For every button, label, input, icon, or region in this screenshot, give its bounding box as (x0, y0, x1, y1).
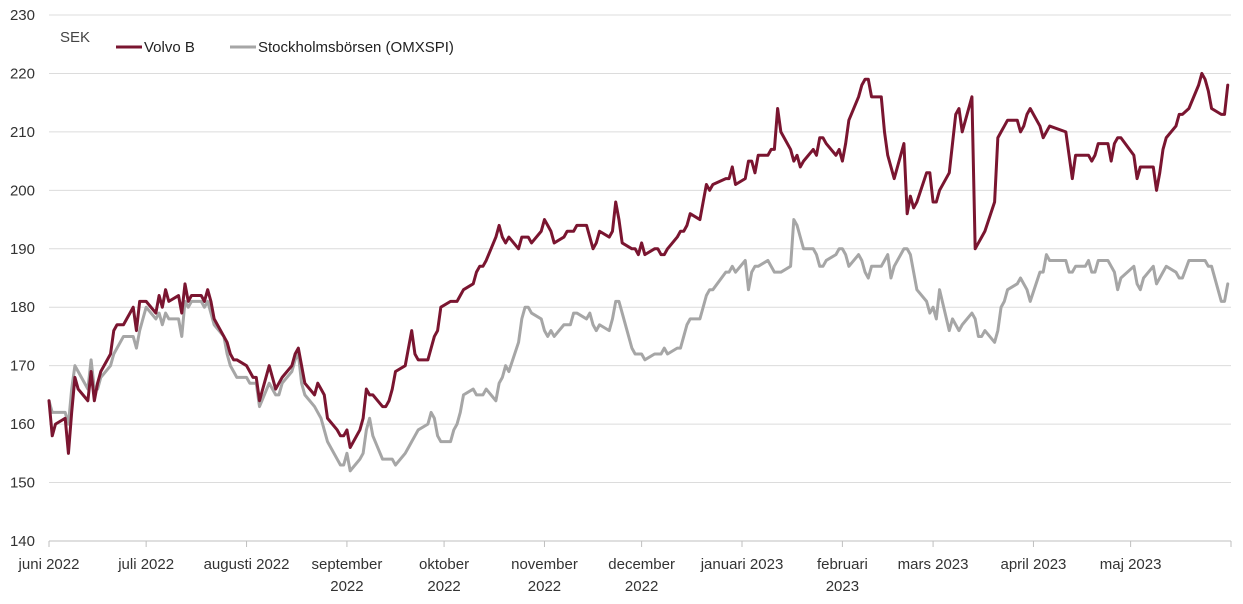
x-tick-label-line: december (608, 556, 675, 573)
x-tick-label-line: juli 2022 (117, 556, 174, 573)
y-tick-label: 180 (10, 299, 35, 316)
x-tick-label-line: januari 2023 (700, 556, 784, 573)
x-tick-label: mars 2023 (898, 556, 969, 573)
x-tick-label: november 2022 (511, 556, 578, 595)
x-tick-label-line: september (311, 556, 382, 573)
x-tick-label-line: februari (817, 556, 868, 573)
x-tick-label-line: maj 2023 (1100, 556, 1162, 573)
x-tick-label: februari 2023 (817, 556, 868, 595)
y-tick-label: 170 (10, 358, 35, 375)
y-tick-label: 220 (10, 65, 35, 82)
x-tick-label: augusti 2022 (204, 556, 290, 573)
x-tick-label: september 2022 (311, 556, 382, 595)
x-tick-label-line: augusti 2022 (204, 556, 290, 573)
x-tick-label-line: 2022 (330, 578, 363, 595)
x-tick-label: december 2022 (608, 556, 675, 595)
legend-label-volvo-b: Volvo B (144, 39, 195, 56)
legend-label-omxspi: Stockholmsbörsen (OMXSPI) (258, 39, 454, 56)
y-tick-label: 140 (10, 533, 35, 550)
series-lines (47, 71, 1230, 473)
x-tick-label-line: 2023 (826, 578, 859, 595)
x-tick-label-line: 2022 (528, 578, 561, 595)
x-tick-label-line: april 2023 (1001, 556, 1067, 573)
y-tick-label: 150 (10, 475, 35, 492)
y-tick-label: 160 (10, 416, 35, 433)
x-axis-tick-labels: juni 2022 juli 2022 augusti 2022 september 2… (18, 541, 1232, 595)
x-tick-label: april 2023 (1001, 556, 1067, 573)
y-tick-label: 210 (10, 124, 35, 141)
x-tick-label: maj 2023 (1100, 556, 1162, 573)
series-line-volvo-b (47, 71, 1230, 455)
x-tick-label: juni 2022 (18, 556, 80, 573)
x-tick-label-line: oktober (419, 556, 469, 573)
x-tick-label-line: november (511, 556, 578, 573)
series-line-omxspi (47, 218, 1230, 473)
x-tick-label-line: juni 2022 (18, 556, 80, 573)
x-tick-label-line: 2022 (427, 578, 460, 595)
y-tick-label: 200 (10, 182, 35, 199)
y-tick-label: 230 (10, 7, 35, 24)
x-tick-label-line: 2022 (625, 578, 658, 595)
x-tick-label: oktober 2022 (419, 556, 469, 595)
x-tick-label-line: mars 2023 (898, 556, 969, 573)
unit-label: SEK (60, 29, 90, 46)
x-tick-label: juli 2022 (117, 556, 174, 573)
y-tick-label: 190 (10, 241, 35, 258)
x-tick-label: januari 2023 (700, 556, 784, 573)
y-axis-tick-labels: 140 150 160 170 180 190 200 210 220 230 (10, 7, 35, 550)
legend: Volvo B Stockholmsbörsen (OMXSPI) (116, 39, 454, 56)
